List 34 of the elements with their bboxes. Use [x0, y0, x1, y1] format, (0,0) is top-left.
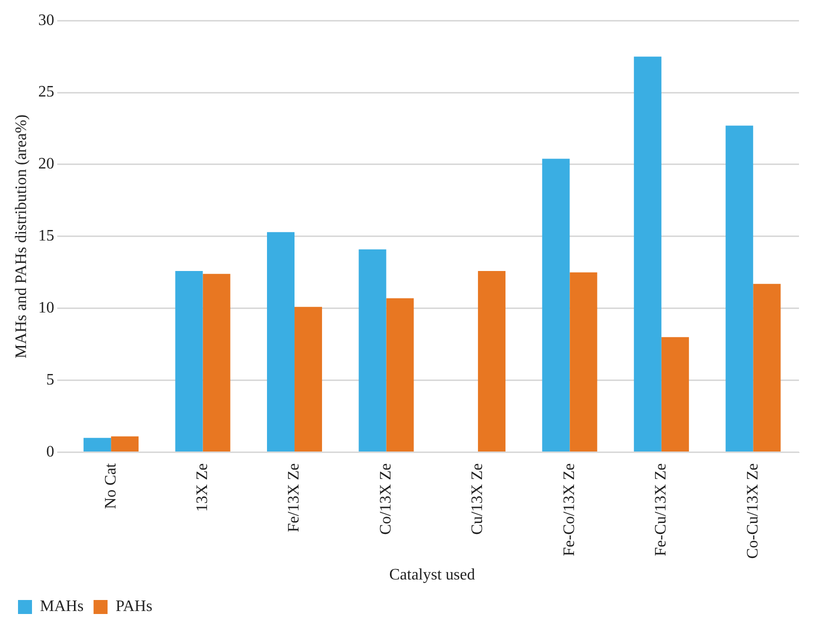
x-tick-label: Fe-Co/13X Ze — [560, 463, 578, 556]
bar — [661, 337, 689, 452]
bar — [175, 270, 203, 452]
x-tick-label: 13X Ze — [194, 463, 211, 512]
x-tick-label: Cu/13X Ze — [469, 463, 486, 535]
bar — [570, 272, 598, 452]
legend-label: PAHs — [116, 598, 152, 616]
bar — [478, 270, 506, 452]
y-axis-title: MAHs and PAHs distribution (area%) — [12, 114, 30, 358]
y-tick-label: 5 — [46, 372, 54, 389]
bar — [84, 438, 112, 452]
y-tick-label: 10 — [38, 300, 54, 317]
x-tick-label: Fe/13X Ze — [286, 463, 303, 532]
x-tick-label: No Cat — [102, 462, 120, 510]
y-tick-label: 20 — [38, 156, 54, 173]
y-tick-label: 15 — [38, 228, 54, 245]
y-tick-label: 25 — [38, 84, 54, 101]
bar — [294, 306, 322, 452]
legend-label: MAHs — [40, 598, 84, 616]
bar — [726, 126, 754, 452]
x-axis-title: Catalyst used — [389, 566, 475, 584]
y-tick-label: 30 — [38, 12, 54, 29]
bar — [386, 298, 414, 452]
bar — [634, 56, 662, 452]
x-tick-label: Co/13X Ze — [377, 463, 394, 535]
x-tick-label: Co-Cu/13X Ze — [744, 463, 762, 559]
bar — [753, 284, 781, 452]
bar — [266, 232, 295, 452]
y-tick-label: 0 — [46, 443, 54, 460]
bar — [358, 249, 386, 452]
bar — [111, 436, 139, 452]
bar — [202, 274, 230, 452]
bar — [542, 158, 570, 452]
x-tick-label: Fe-Cu/13X Ze — [652, 463, 670, 556]
